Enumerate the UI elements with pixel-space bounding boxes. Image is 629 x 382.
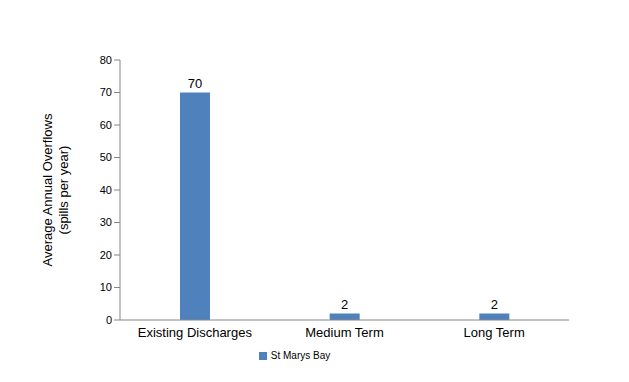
- svg-text:80: 80: [100, 54, 112, 66]
- svg-text:50: 50: [100, 151, 112, 163]
- svg-text:0: 0: [106, 314, 112, 326]
- svg-text:60: 60: [100, 119, 112, 131]
- svg-text:Existing Discharges: Existing Discharges: [138, 325, 253, 340]
- svg-text:20: 20: [100, 249, 112, 261]
- svg-text:Medium Term: Medium Term: [305, 325, 384, 340]
- svg-text:Long Term: Long Term: [464, 325, 525, 340]
- svg-text:70: 70: [188, 76, 202, 91]
- svg-text:70: 70: [100, 86, 112, 98]
- svg-text:2: 2: [491, 297, 498, 312]
- svg-text:2: 2: [341, 297, 348, 312]
- svg-text:40: 40: [100, 184, 112, 196]
- svg-text:30: 30: [100, 216, 112, 228]
- svg-text:Average Annual Overflows(spill: Average Annual Overflows(spills per year…: [40, 113, 71, 266]
- html-text:St Marys Bay: St Marys Bay: [270, 350, 331, 361]
- svg-text:10: 10: [100, 281, 112, 293]
